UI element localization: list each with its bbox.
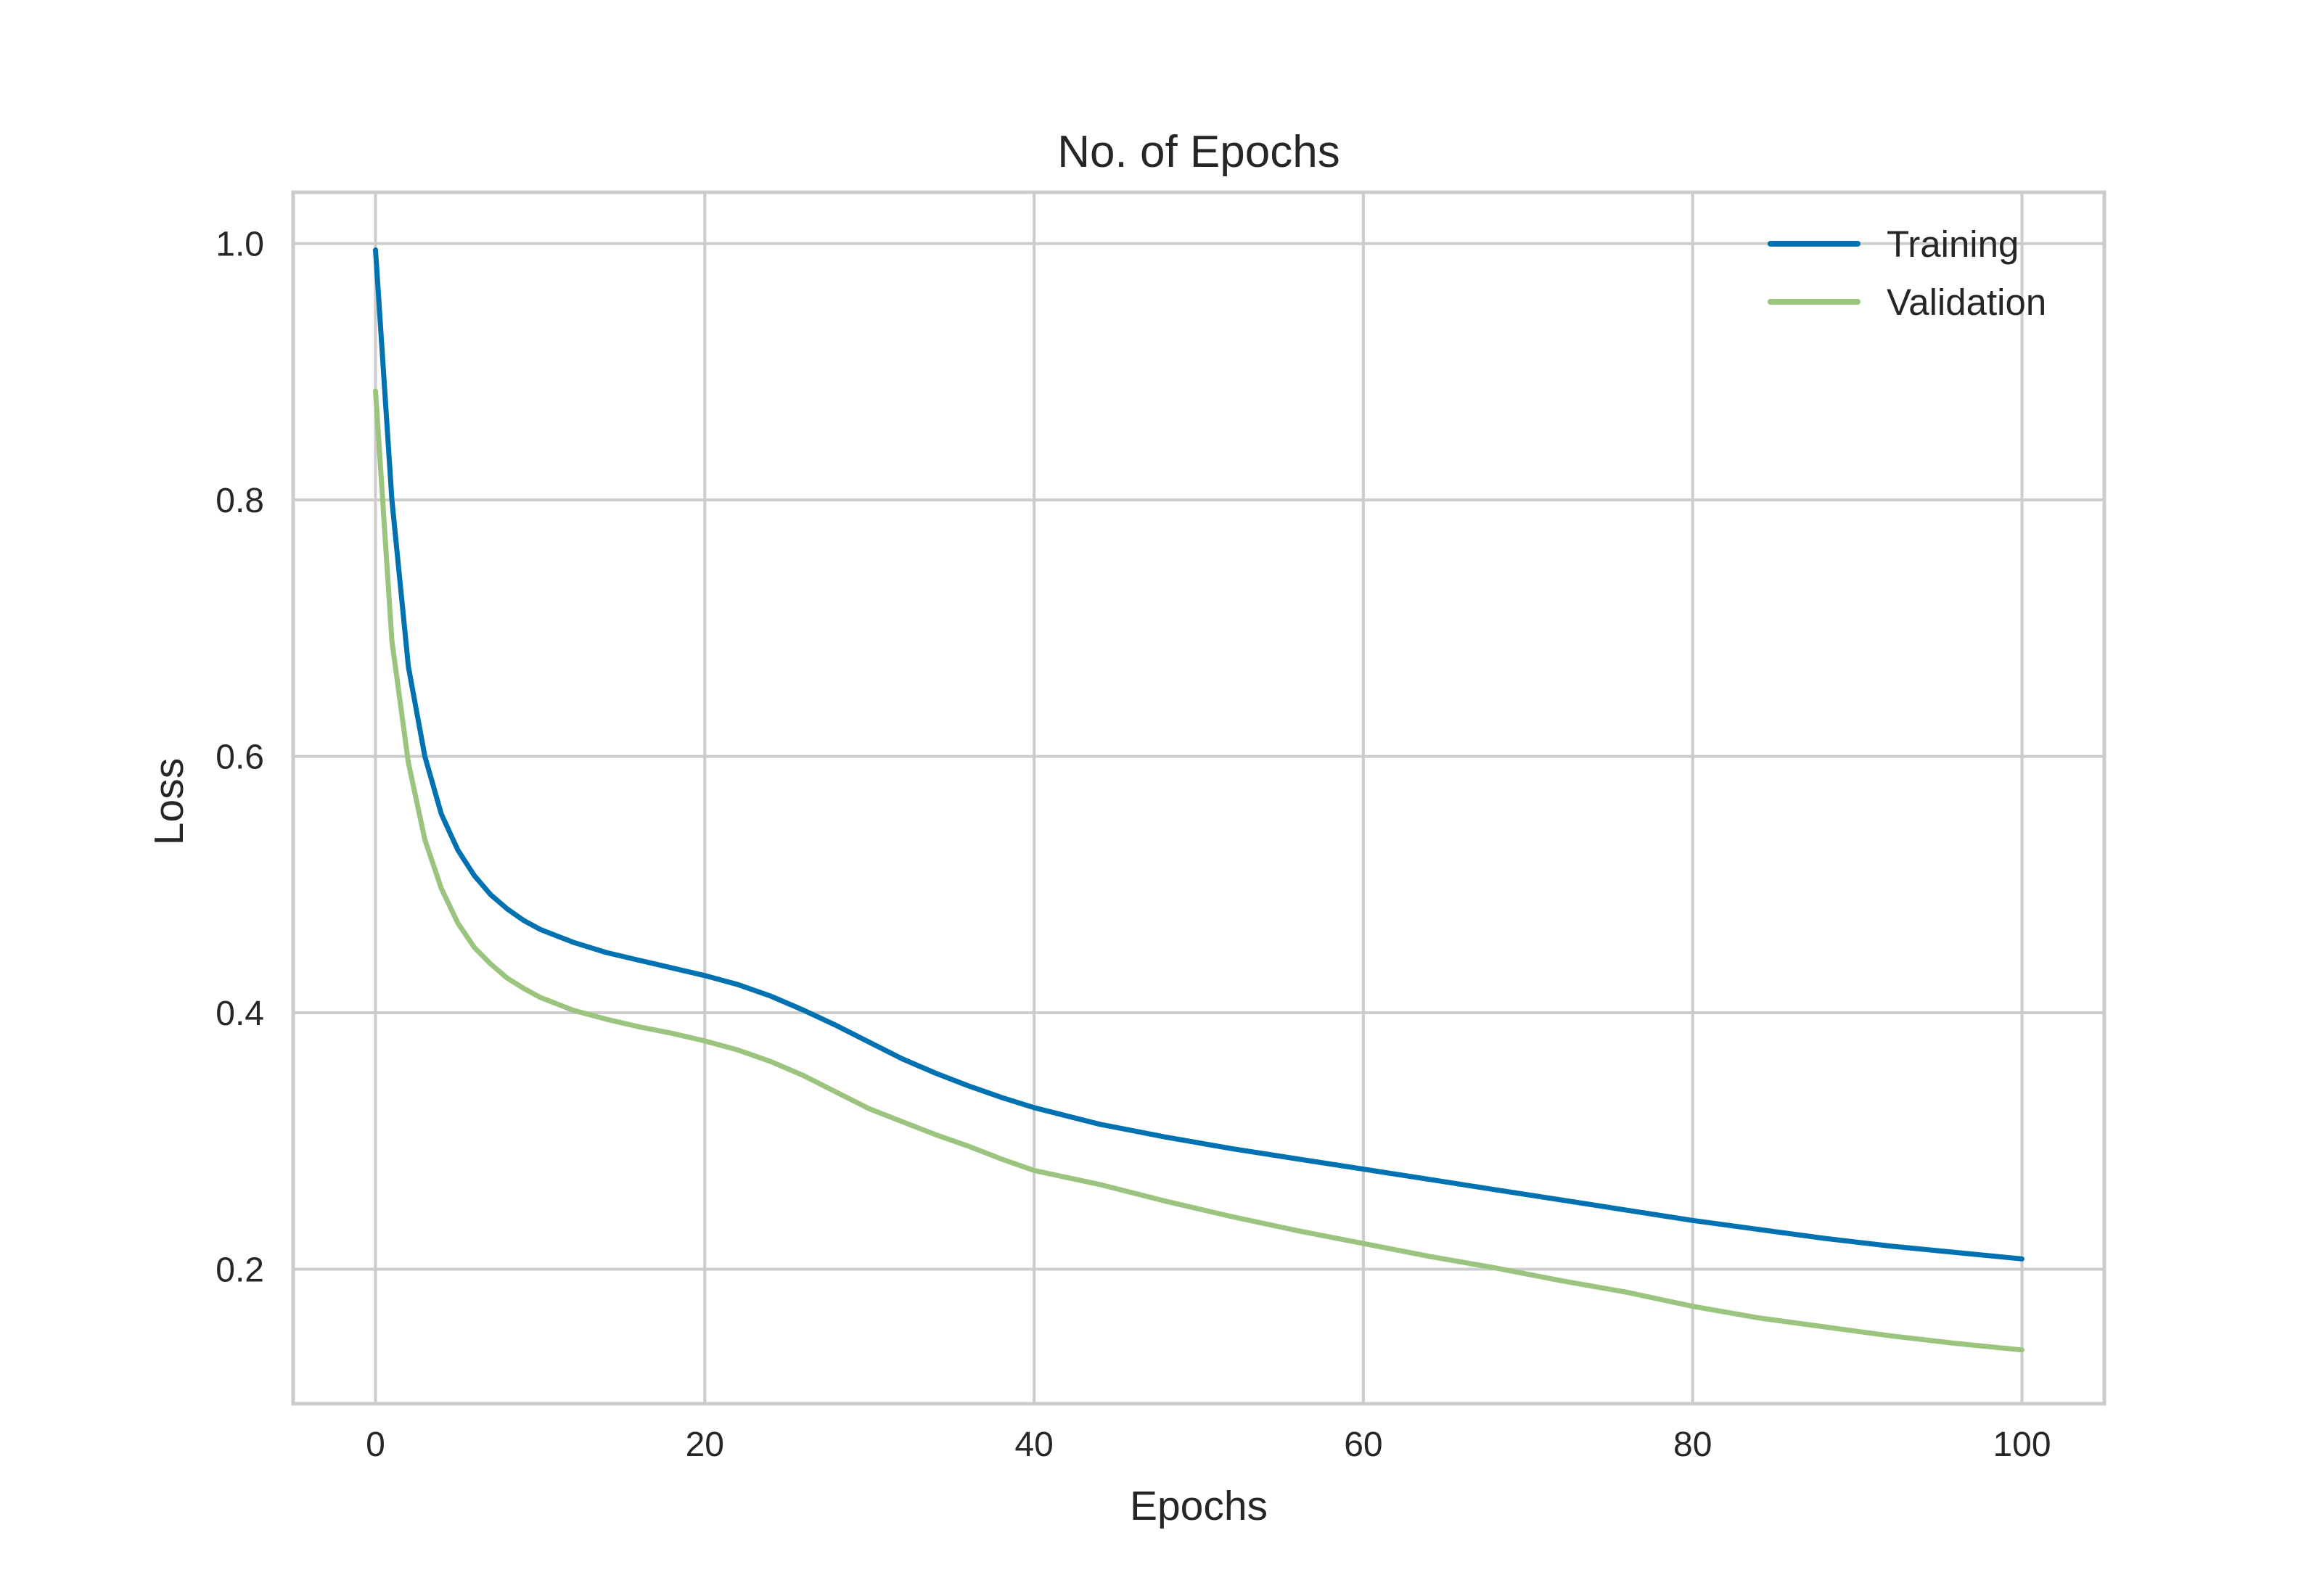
y-tick-labels: 0.2 0.4 0.6 0.8 1.0	[216, 226, 264, 1290]
plot-frame	[291, 190, 2106, 1406]
x-tick-label: 100	[1993, 1426, 2051, 1464]
x-tick-label: 0	[366, 1426, 385, 1464]
chart-title: No. of Epochs	[1057, 127, 1340, 177]
legend: Training Validation	[1768, 223, 2046, 323]
plot-background	[293, 192, 2104, 1404]
x-axis-title: Epochs	[1130, 1483, 1268, 1529]
y-tick-label: 1.0	[216, 226, 264, 264]
x-tick-label: 40	[1014, 1426, 1053, 1464]
legend-label-validation: Validation	[1887, 281, 2046, 323]
y-tick-label: 0.6	[216, 739, 264, 777]
x-tick-label: 60	[1344, 1426, 1382, 1464]
y-tick-label: 0.2	[216, 1251, 264, 1289]
legend-label-training: Training	[1887, 223, 2019, 265]
x-tick-labels: 0 20 40 60 80 100	[366, 1426, 2051, 1464]
x-tick-label: 20	[686, 1426, 724, 1464]
y-tick-label: 0.8	[216, 482, 264, 520]
y-axis-title: Loss	[146, 758, 192, 845]
series-line-validation	[373, 388, 2024, 1353]
grid	[293, 192, 2104, 1404]
x-tick-label: 80	[1673, 1426, 1712, 1464]
y-tick-label: 0.4	[216, 995, 264, 1033]
series-line-training	[373, 247, 2024, 1262]
series-lines	[373, 247, 2024, 1353]
